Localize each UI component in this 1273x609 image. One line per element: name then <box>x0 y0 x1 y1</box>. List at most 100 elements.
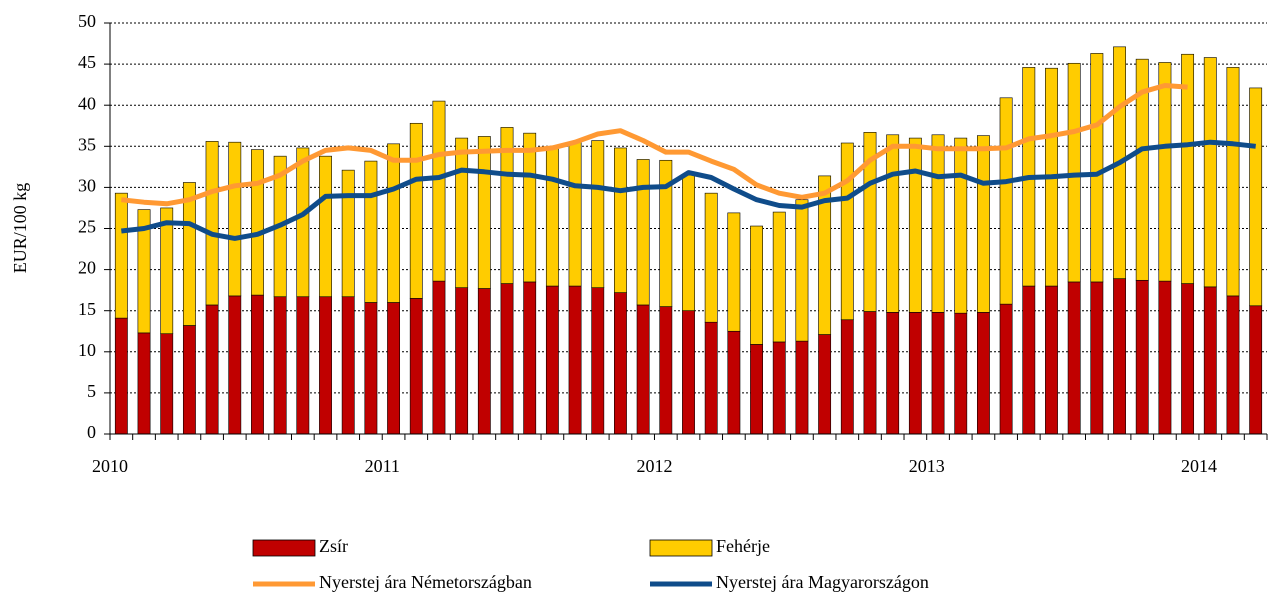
bar <box>387 143 401 303</box>
bar <box>251 294 264 435</box>
bar <box>1181 283 1195 435</box>
y-tick-label: 25 <box>78 217 96 237</box>
bar <box>999 97 1013 305</box>
legend-swatch <box>649 539 713 557</box>
bar <box>477 288 491 435</box>
y-tick-label: 0 <box>87 422 96 442</box>
legend-swatch <box>252 539 316 557</box>
y-tick-label: 20 <box>78 258 96 278</box>
bar <box>1203 286 1217 435</box>
y-tick-label: 30 <box>78 176 96 196</box>
bar <box>1022 285 1036 435</box>
bar <box>727 212 741 332</box>
bar <box>863 311 877 435</box>
bar <box>682 174 695 312</box>
bar <box>772 211 786 343</box>
y-tick-label: 40 <box>78 93 96 113</box>
bar <box>1181 53 1195 284</box>
bar <box>160 207 174 335</box>
y-tick-label: 5 <box>87 381 96 401</box>
bar <box>1090 281 1104 435</box>
bar <box>1203 57 1217 288</box>
bar <box>296 296 310 435</box>
bar <box>795 340 809 435</box>
legend-label: Nyerstej ára Magyarországon <box>716 572 929 592</box>
bar <box>182 325 196 435</box>
bar <box>818 334 832 435</box>
bar <box>568 141 582 287</box>
bar <box>908 312 922 435</box>
bar <box>636 159 650 306</box>
bar <box>432 100 446 282</box>
bar <box>160 333 174 435</box>
bar <box>432 280 446 435</box>
bar <box>976 312 990 435</box>
bar <box>931 134 945 313</box>
x-tick-label: 2010 <box>92 456 128 476</box>
bar <box>750 225 763 345</box>
bar <box>1249 87 1263 307</box>
x-tick-label: 2012 <box>636 456 672 476</box>
bar <box>999 303 1013 435</box>
bar <box>114 317 128 435</box>
bar <box>750 344 763 435</box>
line <box>121 83 1188 207</box>
bar <box>205 141 219 306</box>
x-tick-label: 2011 <box>365 456 400 476</box>
bar <box>182 182 196 326</box>
bar <box>341 169 355 298</box>
bar <box>614 147 627 293</box>
bar <box>364 302 378 435</box>
bar <box>319 296 332 435</box>
legend-label: Nyerstej ára Németországban <box>319 572 532 592</box>
y-tick-label: 35 <box>78 134 96 154</box>
bar <box>976 135 990 313</box>
bar <box>545 146 559 287</box>
bar <box>455 137 469 288</box>
bar <box>137 209 151 334</box>
bar <box>409 298 423 435</box>
bar <box>1226 67 1240 297</box>
bar <box>682 310 695 435</box>
bar <box>205 304 219 435</box>
bar <box>1226 295 1240 435</box>
bar <box>614 292 627 435</box>
bar <box>500 127 514 284</box>
bar <box>1067 281 1081 435</box>
bar <box>1135 279 1149 435</box>
legend-label: Zsír <box>319 536 348 556</box>
line <box>121 139 1256 241</box>
bar <box>137 332 151 435</box>
bar <box>1045 285 1058 435</box>
bar <box>251 149 264 296</box>
bar <box>772 341 786 435</box>
y-tick-label: 15 <box>78 299 96 319</box>
bar <box>795 199 809 342</box>
x-tick-label: 2014 <box>1181 456 1217 476</box>
bar <box>523 132 537 283</box>
y-tick-label: 50 <box>78 11 96 31</box>
bar <box>886 312 900 435</box>
bar <box>1135 58 1149 281</box>
bar <box>727 330 741 435</box>
bar <box>908 137 922 313</box>
bar <box>954 312 968 435</box>
bar <box>1158 280 1172 435</box>
y-tick-label: 45 <box>78 52 96 72</box>
bar <box>931 312 945 435</box>
bar <box>954 137 968 314</box>
bar <box>409 122 423 299</box>
x-tick-label: 2013 <box>909 456 945 476</box>
bar <box>228 295 242 435</box>
bar <box>296 147 310 298</box>
bar <box>273 296 287 435</box>
bar <box>500 283 514 435</box>
bar <box>636 304 650 435</box>
bar <box>455 287 469 435</box>
y-tick-label: 10 <box>78 340 96 360</box>
bar <box>840 319 854 435</box>
bar <box>114 192 128 319</box>
bar <box>1090 53 1104 283</box>
bar <box>840 142 854 321</box>
